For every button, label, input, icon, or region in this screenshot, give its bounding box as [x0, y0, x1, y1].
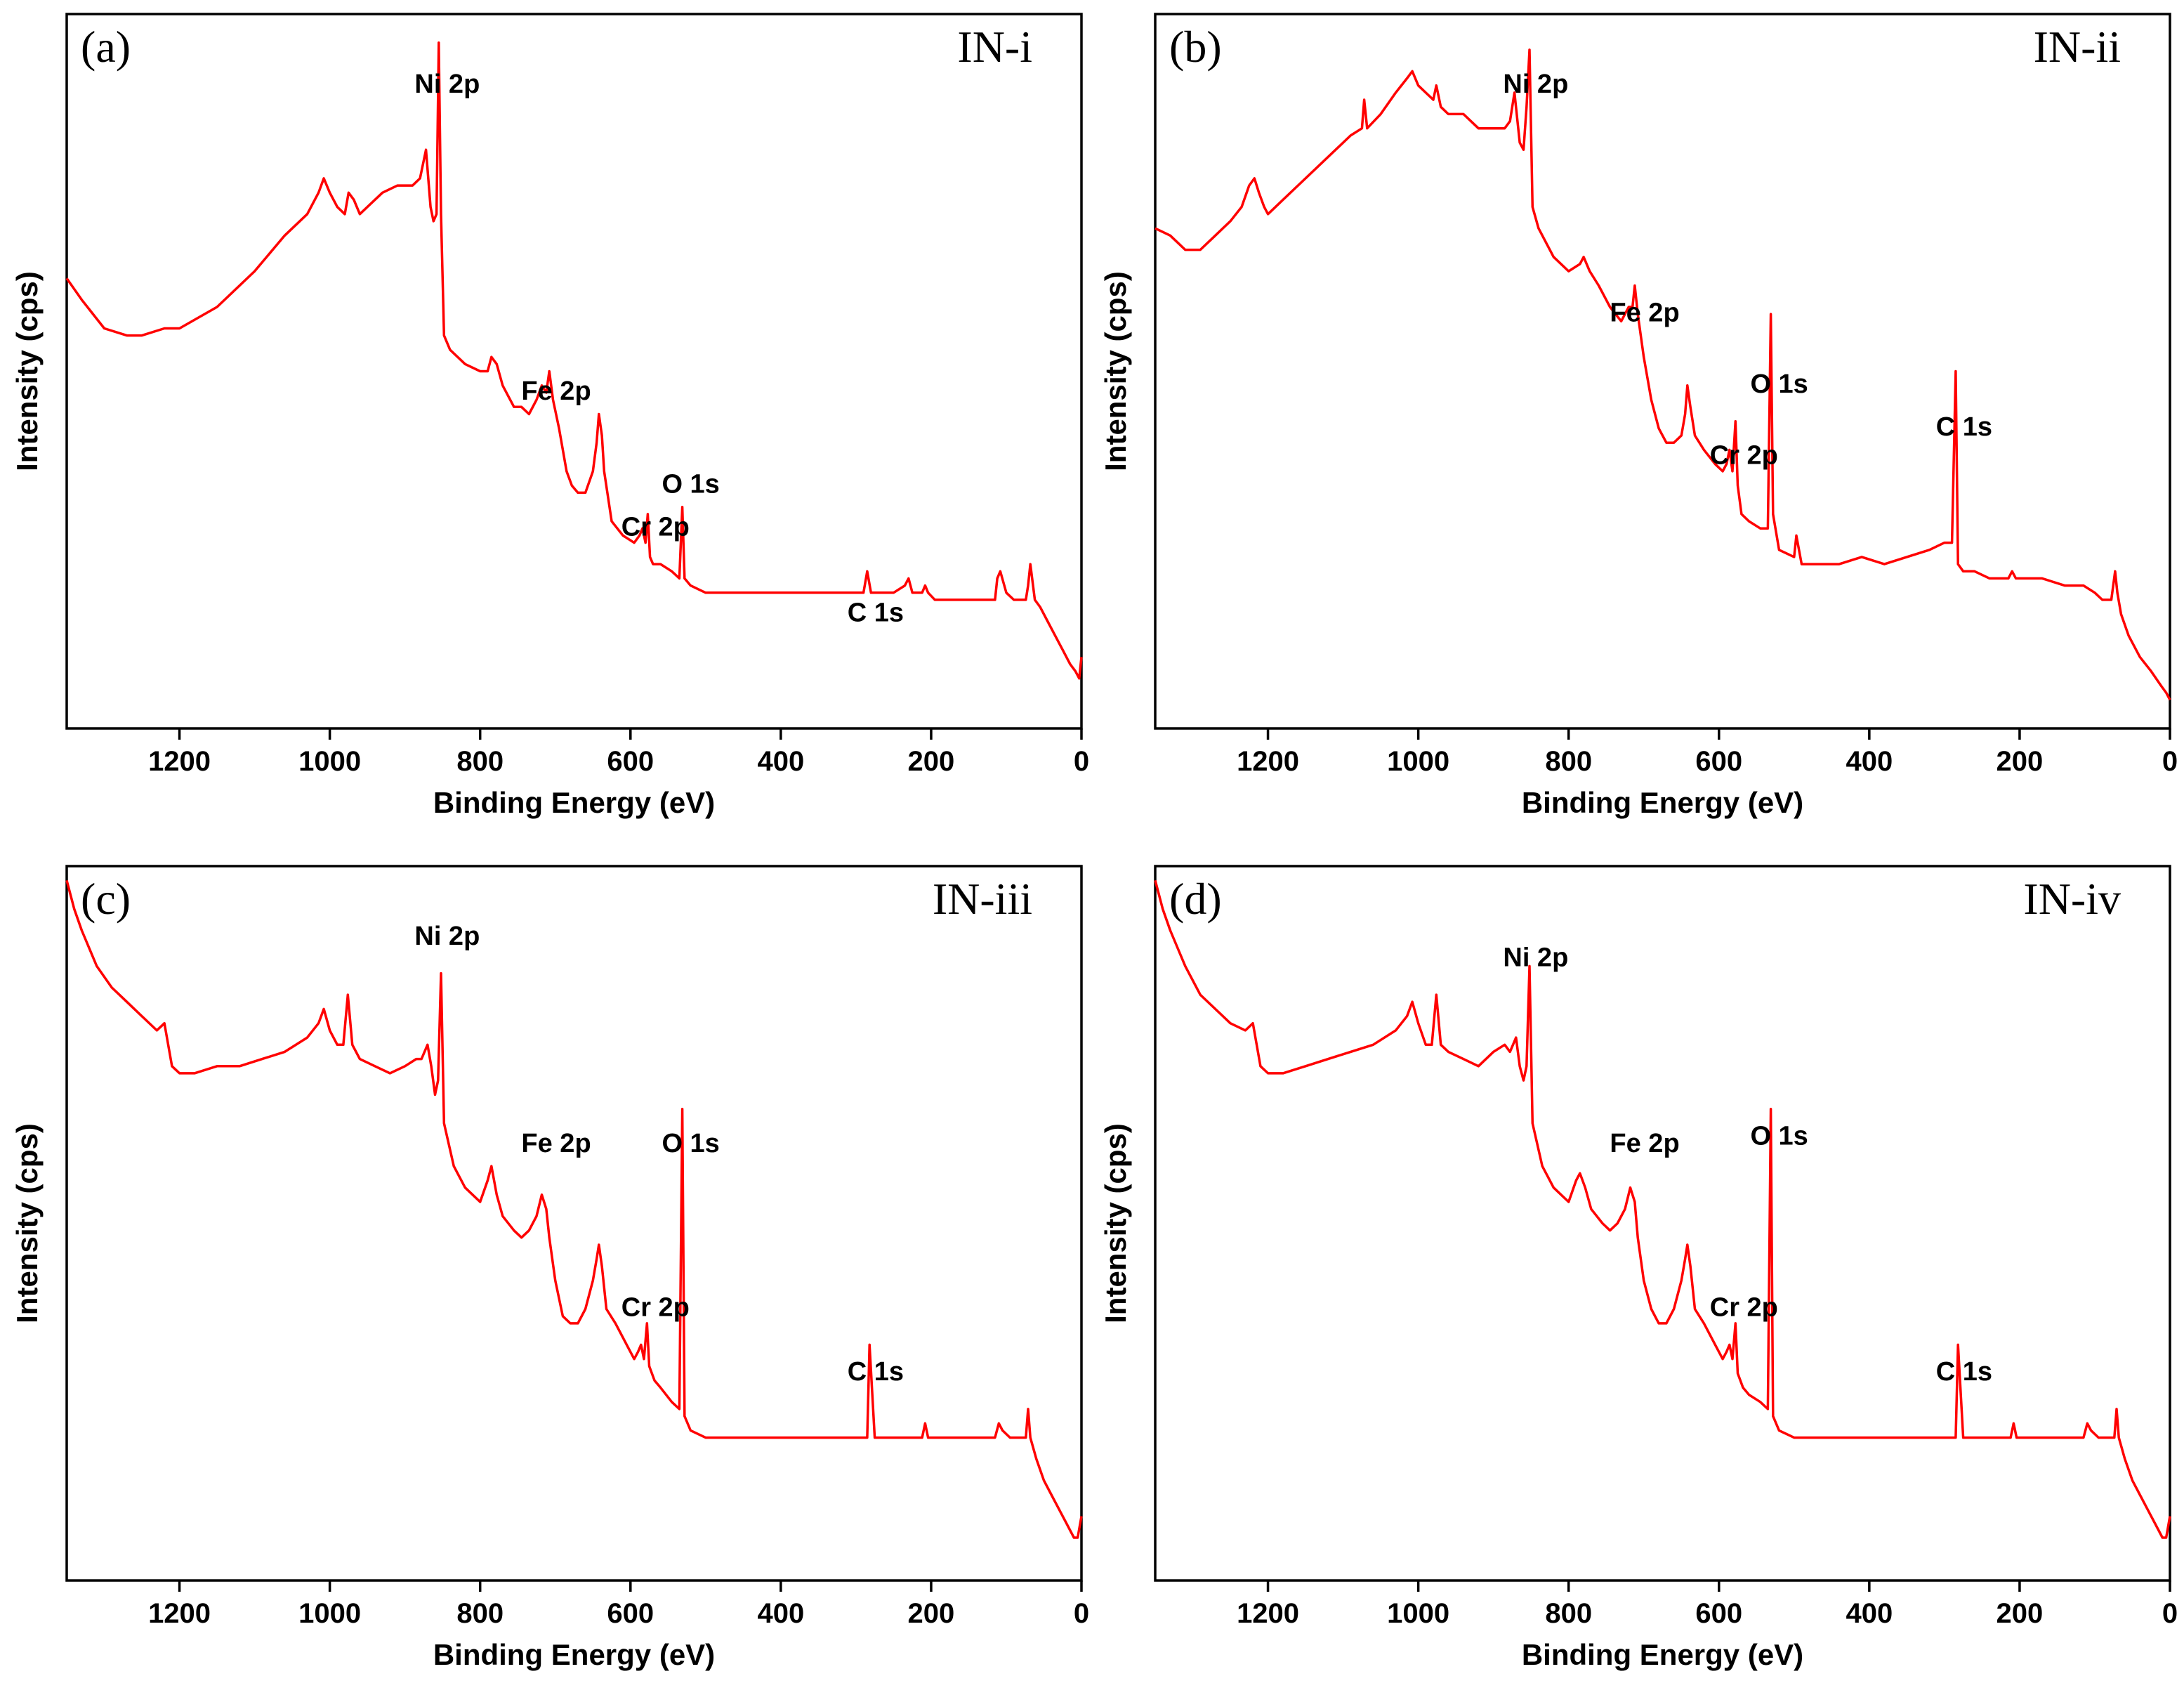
panel-c: 1200 1000 800 600 400 200 0 Binding Energy (eV)…	[11, 865, 1089, 1671]
x-tick-label: 0	[2162, 746, 2178, 777]
panel-label: (c)	[81, 874, 131, 924]
x-tick-label: 1000	[1387, 1598, 1449, 1629]
panel-d: 1200 1000 800 600 400 200 0 Binding Energy (eV)…	[1099, 865, 2178, 1671]
x-tick-label: 1200	[148, 1598, 211, 1629]
peak-label: C 1s	[1936, 1357, 1992, 1387]
panel-label: (a)	[81, 22, 131, 72]
x-tick-label: 1000	[298, 746, 361, 777]
peak-label: C 1s	[848, 598, 904, 627]
plot-frame	[1154, 13, 2171, 730]
peak-label: Ni 2p	[1503, 70, 1568, 99]
peak-label: Cr 2p	[621, 1293, 690, 1323]
peak-label: Cr 2p	[1710, 1293, 1778, 1323]
peak-label: O 1s	[662, 1129, 719, 1158]
plot-frame	[65, 13, 1083, 730]
panel-b: 1200 1000 800 600 400 200 0 Binding Energy (eV)…	[1099, 13, 2178, 819]
spectrum-line	[65, 41, 1083, 680]
x-tick-label: 200	[908, 746, 955, 777]
x-axis-title: Binding Energy (eV)	[433, 786, 715, 819]
x-tick-label: 400	[1846, 1598, 1893, 1629]
y-axis-title: Intensity (cps)	[11, 1123, 44, 1323]
spectrum-line	[65, 879, 1083, 1539]
plot-frame	[65, 865, 1083, 1582]
peak-label: Fe 2p	[521, 1129, 591, 1158]
peak-label: O 1s	[662, 469, 719, 499]
x-tick-label: 600	[1695, 746, 1742, 777]
x-tick-label: 0	[1074, 746, 1089, 777]
x-axis-title: Binding Energy (eV)	[1522, 786, 1803, 819]
x-tick-label: 1000	[1387, 746, 1449, 777]
sample-label: IN-i	[957, 22, 1032, 72]
x-tick-label: 1200	[148, 746, 211, 777]
x-tick-label: 400	[757, 746, 804, 777]
x-tick-label: 400	[1846, 746, 1893, 777]
x-tick-label: 600	[1695, 1598, 1742, 1629]
sample-label: IN-iv	[2023, 874, 2121, 924]
y-axis-title: Intensity (cps)	[1099, 1123, 1132, 1323]
peak-label: Ni 2p	[414, 922, 480, 951]
peak-label: Fe 2p	[1610, 298, 1679, 327]
plot-frame	[1154, 865, 2171, 1582]
peak-label: O 1s	[1750, 369, 1808, 399]
panel-label: (d)	[1169, 874, 1222, 924]
x-tick-label: 0	[1074, 1598, 1089, 1629]
x-tick-label: 600	[607, 746, 654, 777]
x-tick-label: 200	[1996, 746, 2044, 777]
peak-label: O 1s	[1750, 1122, 1808, 1151]
x-tick-label: 400	[757, 1598, 804, 1629]
spectrum-line	[1155, 48, 2171, 701]
peak-label: C 1s	[1936, 412, 1992, 442]
x-tick-label: 800	[456, 1598, 504, 1629]
sample-label: IN-iii	[933, 874, 1032, 924]
x-tick-label: 200	[1996, 1598, 2044, 1629]
x-tick-label: 800	[456, 746, 504, 777]
peak-label: Fe 2p	[1610, 1129, 1679, 1158]
panel-label: (b)	[1169, 22, 1222, 72]
spectrum-line	[1154, 879, 2171, 1539]
x-tick-label: 200	[908, 1598, 955, 1629]
peak-label: Cr 2p	[1710, 441, 1778, 471]
x-axis-title: Binding Energy (eV)	[1522, 1638, 1803, 1671]
x-axis-title: Binding Energy (eV)	[433, 1638, 715, 1671]
peak-label: C 1s	[848, 1357, 904, 1387]
peak-label: Ni 2p	[1503, 943, 1568, 972]
peak-label: Cr 2p	[621, 512, 690, 542]
peak-label: Ni 2p	[414, 70, 480, 99]
x-tick-label: 600	[607, 1598, 654, 1629]
x-tick-label: 800	[1545, 1598, 1592, 1629]
peak-label: Fe 2p	[521, 377, 591, 406]
x-tick-label: 0	[2162, 1598, 2178, 1629]
sample-label: IN-ii	[2034, 22, 2121, 72]
panel-a: 1200 1000 800 600 400 200 0 Binding Energy (eV)…	[11, 13, 1089, 819]
x-tick-label: 1000	[298, 1598, 361, 1629]
x-tick-label: 800	[1545, 746, 1592, 777]
x-tick-label: 1200	[1237, 746, 1299, 777]
y-axis-title: Intensity (cps)	[11, 271, 44, 471]
y-axis-title: Intensity (cps)	[1099, 271, 1132, 471]
x-tick-label: 1200	[1237, 1598, 1299, 1629]
